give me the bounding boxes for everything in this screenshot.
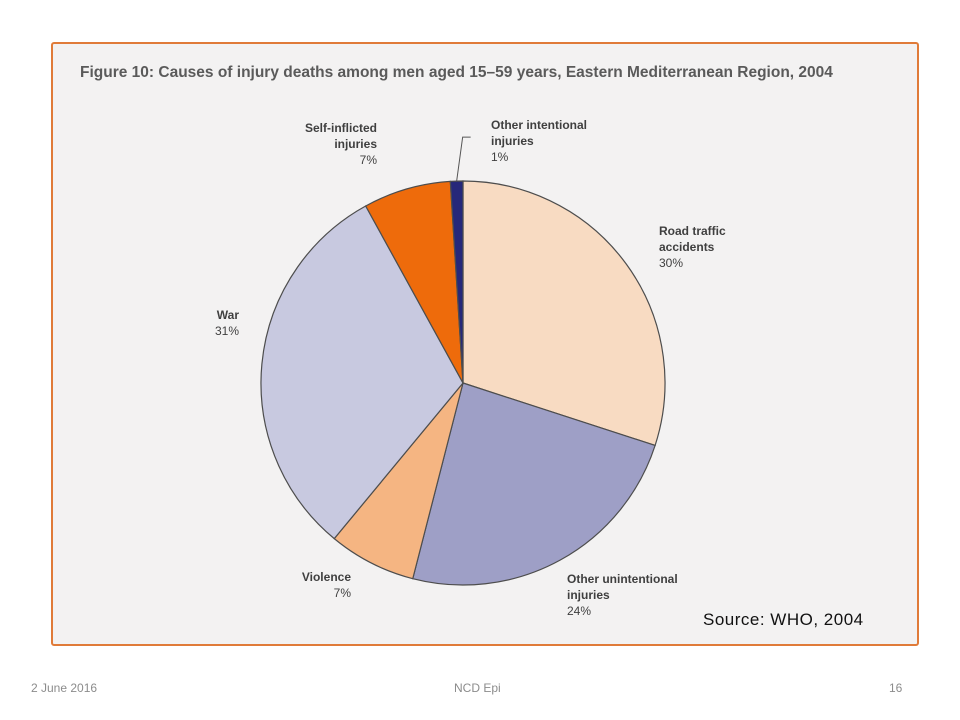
slice-label-self-inflicted-injuries: Self-inflicted injuries 7% (305, 121, 377, 167)
slice-label-road-traffic-accidents: Road traffic accidents 30% (659, 224, 726, 270)
slice-label-line: Violence (302, 570, 351, 584)
slice-percent-label: 7% (334, 586, 352, 600)
slice-label-line: Other unintentional (567, 572, 678, 586)
slice-label-other-unintentional-injuries: Other unintentional injuries 24% (567, 572, 678, 618)
slice-label-line: injuries (567, 588, 610, 602)
slice-label-line: Other intentional (491, 118, 587, 132)
pie-chart: Road traffic accidents 30% Other unintentio… (215, 118, 726, 618)
figure-title: Figure 10: Causes of injury deaths among… (80, 64, 833, 81)
slice-label-line: Road traffic (659, 224, 726, 238)
pie-slice-other-intentional-injuries (449, 180, 464, 384)
slice-percent-label: 24% (567, 604, 591, 618)
footer-date: 2 June 2016 (31, 681, 98, 695)
pie-slice-other-unintentional-injuries (412, 382, 656, 586)
slice-label-violence: Violence 7% (302, 570, 351, 600)
slice-percent-label: 1% (491, 150, 509, 164)
slice-percent-label: 7% (360, 153, 378, 167)
pie-slice-road-traffic-accidents (462, 180, 666, 447)
footer-center-text: NCD Epi (454, 681, 501, 695)
slice-percent-label: 30% (659, 256, 683, 270)
source-note: Source: WHO, 2004 (703, 610, 864, 629)
slice-label-other-intentional-injuries: Other intentional injuries 1% (491, 118, 587, 164)
pie-slice-war (260, 205, 464, 540)
footer-page-number: 16 (889, 681, 903, 695)
slice-label-line: injuries (491, 134, 534, 148)
figure-panel: Figure 10: Causes of injury deaths among… (51, 42, 919, 646)
slice-label-line: accidents (659, 240, 715, 254)
slice-label-line: injuries (334, 137, 377, 151)
leader-line (456, 136, 471, 182)
slice-label-line: Self-inflicted (305, 121, 377, 135)
slice-label-line: War (217, 308, 240, 322)
slice-label-war: War 31% (215, 308, 239, 338)
slice-percent-label: 31% (215, 324, 239, 338)
